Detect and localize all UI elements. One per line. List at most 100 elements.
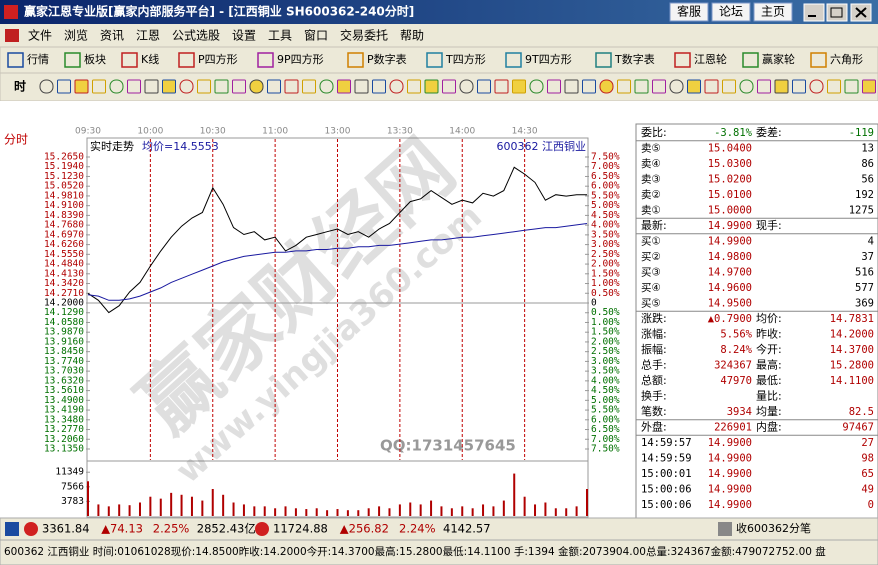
header-button-label[interactable]: 主页 xyxy=(761,5,785,19)
toolbar-icon[interactable] xyxy=(674,52,691,68)
toolbar-tool[interactable] xyxy=(809,79,824,94)
volume-bar xyxy=(492,506,495,516)
menu-item[interactable]: 公式选股 xyxy=(172,29,220,43)
toolbar-tool[interactable] xyxy=(494,79,509,94)
header-button[interactable] xyxy=(711,2,751,22)
header-button[interactable] xyxy=(669,2,709,22)
toolbar-tool[interactable] xyxy=(442,79,456,94)
menu-item[interactable]: 窗口 xyxy=(304,29,328,43)
toolbar-tool[interactable] xyxy=(337,79,351,94)
toolbar-tool[interactable] xyxy=(827,79,841,94)
toolbar-item[interactable]: 9T四方形 xyxy=(525,52,572,66)
toolbar-item[interactable]: 行情 xyxy=(27,53,49,66)
toolbar-tool[interactable] xyxy=(74,79,89,94)
toolbar-icon[interactable] xyxy=(7,52,24,68)
toolbar-tool[interactable] xyxy=(39,79,54,94)
toolbar-tool[interactable] xyxy=(249,79,264,94)
toolbar-tool[interactable] xyxy=(529,79,544,94)
toolbar-tool[interactable] xyxy=(512,79,526,94)
toolbar-tool[interactable] xyxy=(687,79,701,94)
menu-item[interactable]: 设置 xyxy=(232,29,256,43)
toolbar-tool[interactable] xyxy=(197,79,211,94)
menu-item[interactable]: 文件 xyxy=(28,28,52,43)
menu-item[interactable]: 江恩 xyxy=(136,29,160,43)
toolbar-tool[interactable] xyxy=(162,79,176,94)
toolbar-tool[interactable] xyxy=(92,79,106,94)
toolbar-tool[interactable] xyxy=(757,79,771,94)
toolbar-tool[interactable] xyxy=(372,79,386,94)
toolbar-item[interactable]: 六角形 xyxy=(830,53,863,66)
toolbar-tool[interactable] xyxy=(354,79,369,94)
toolbar-tool[interactable] xyxy=(669,79,684,94)
toolbar-tool[interactable] xyxy=(407,79,421,94)
average-label: 均价=14.5553 xyxy=(142,140,219,153)
toolbar-tool[interactable] xyxy=(652,79,666,94)
maximize-button[interactable] xyxy=(826,3,848,22)
menu-item[interactable]: 浏览 xyxy=(64,28,88,43)
toolbar-tool[interactable] xyxy=(547,79,561,94)
toolbar-item[interactable]: K线 xyxy=(141,52,159,66)
toolbar-icon[interactable] xyxy=(64,52,81,68)
quote-value: 5.56% xyxy=(720,329,752,341)
toolbar-item[interactable]: 板块 xyxy=(84,52,106,66)
toolbar-tool[interactable] xyxy=(722,79,736,94)
toolbar-icon[interactable] xyxy=(810,52,827,68)
toolbar-tool[interactable] xyxy=(459,79,474,94)
minimize-button[interactable] xyxy=(803,3,825,22)
toolbar-icon[interactable] xyxy=(347,52,364,68)
header-button-label[interactable]: 论坛 xyxy=(719,5,743,19)
toolbar-tool[interactable] xyxy=(389,79,404,94)
toolbar-item[interactable]: 赢家轮 xyxy=(762,52,795,66)
toolbar-tool[interactable] xyxy=(127,79,141,94)
toolbar-tool[interactable] xyxy=(232,79,246,94)
menu-item[interactable]: 资讯 xyxy=(100,29,124,43)
toolbar-tool[interactable] xyxy=(844,79,859,94)
toolbar-item[interactable]: 江恩轮 xyxy=(694,52,727,66)
menu-item[interactable]: 工具 xyxy=(268,29,292,43)
toolbar-item[interactable]: P四方形 xyxy=(198,52,238,66)
toolbar-tool[interactable] xyxy=(739,79,754,94)
toolbar-icon[interactable] xyxy=(742,52,759,68)
header-button[interactable] xyxy=(753,2,793,22)
toolbar-tool[interactable] xyxy=(774,79,789,94)
menu-item[interactable]: 交易委托 xyxy=(340,28,388,43)
quote-value: 15.2800 xyxy=(830,360,874,372)
toolbar-tool[interactable] xyxy=(704,79,719,94)
toolbar-item[interactable]: 9P四方形 xyxy=(277,52,324,66)
toolbar-tool[interactable] xyxy=(564,79,579,94)
toolbar-icon[interactable] xyxy=(505,52,522,68)
ticks-label[interactable]: 收600362分笔 xyxy=(736,521,811,535)
toolbar-tool[interactable] xyxy=(214,79,229,94)
header-button-label[interactable]: 客服 xyxy=(677,4,701,19)
toolbar-item[interactable]: T数字表 xyxy=(614,52,655,66)
toolbar-item[interactable]: P数字表 xyxy=(367,52,407,66)
toolbar-tool[interactable] xyxy=(144,79,159,94)
toolbar-tool[interactable] xyxy=(792,79,806,94)
toolbar-item[interactable]: T四方形 xyxy=(445,52,486,66)
period-selector[interactable]: 时 xyxy=(14,79,26,94)
toolbar-icon[interactable] xyxy=(257,52,274,68)
index-field: 11724.88 xyxy=(273,522,328,536)
toolbar-tool[interactable] xyxy=(862,79,876,94)
quote-label: 今开: xyxy=(756,342,782,356)
y-tick-label: 14.7680 xyxy=(44,220,84,231)
toolbar-tool[interactable] xyxy=(109,79,124,94)
toolbar-tool[interactable] xyxy=(634,79,649,94)
quote-label: 现手: xyxy=(756,218,782,232)
toolbar-tool[interactable] xyxy=(477,79,491,94)
toolbar-icon[interactable] xyxy=(426,52,443,68)
toolbar-tool[interactable] xyxy=(284,79,299,94)
toolbar-tool[interactable] xyxy=(179,79,194,94)
toolbar-icon[interactable] xyxy=(595,52,612,68)
toolbar-tool[interactable] xyxy=(302,79,316,94)
toolbar-tool[interactable] xyxy=(57,79,71,94)
menu-item[interactable]: 帮助 xyxy=(400,29,424,43)
toolbar-tool[interactable] xyxy=(599,79,614,94)
toolbar-tool[interactable] xyxy=(424,79,439,94)
toolbar-tool[interactable] xyxy=(582,79,596,94)
toolbar-tool[interactable] xyxy=(617,79,631,94)
toolbar-icon[interactable] xyxy=(121,52,138,68)
toolbar-tool[interactable] xyxy=(267,79,281,94)
toolbar-icon[interactable] xyxy=(178,52,195,68)
toolbar-tool[interactable] xyxy=(319,79,334,94)
